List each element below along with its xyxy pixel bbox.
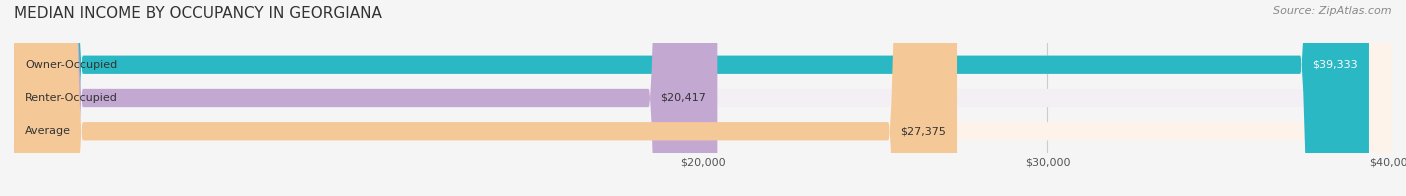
FancyBboxPatch shape [14, 0, 1392, 196]
FancyBboxPatch shape [14, 0, 1392, 196]
Text: Average: Average [25, 126, 72, 136]
Text: $39,333: $39,333 [1312, 60, 1358, 70]
FancyBboxPatch shape [14, 0, 957, 196]
Text: $20,417: $20,417 [661, 93, 706, 103]
Text: Owner-Occupied: Owner-Occupied [25, 60, 117, 70]
Text: Source: ZipAtlas.com: Source: ZipAtlas.com [1274, 6, 1392, 16]
FancyBboxPatch shape [14, 0, 1369, 196]
FancyBboxPatch shape [14, 0, 717, 196]
Text: MEDIAN INCOME BY OCCUPANCY IN GEORGIANA: MEDIAN INCOME BY OCCUPANCY IN GEORGIANA [14, 6, 382, 21]
Text: Renter-Occupied: Renter-Occupied [25, 93, 118, 103]
FancyBboxPatch shape [14, 0, 1392, 196]
Text: $27,375: $27,375 [900, 126, 946, 136]
